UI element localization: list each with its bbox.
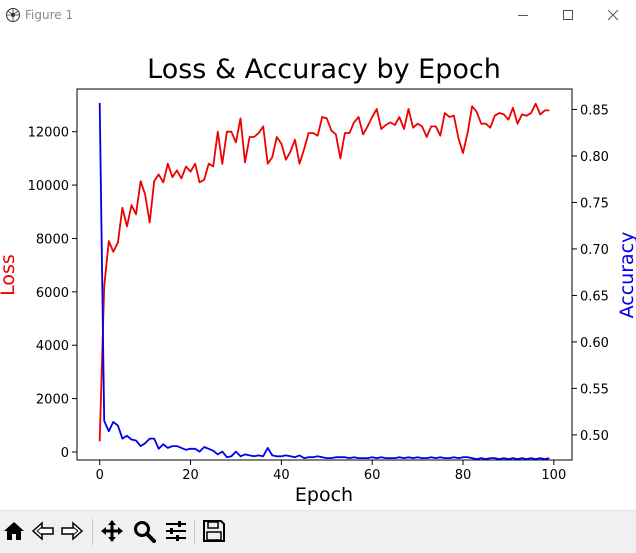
- maximize-icon: [563, 10, 573, 20]
- minimize-icon: [518, 15, 528, 16]
- x-axis-label: Epoch: [295, 484, 353, 506]
- y-left-tick-label: 8000: [36, 232, 69, 247]
- window-title: Figure 1: [25, 8, 74, 22]
- x-tick-label: 40: [273, 468, 290, 483]
- figure-canvas: Loss & Accuracy by Epoch 0 20 40 60 80 100 0 20…: [0, 30, 636, 510]
- accuracy-series-line: [98, 102, 550, 461]
- zoom-button[interactable]: [130, 517, 158, 545]
- x-tick-label: 60: [364, 468, 381, 483]
- chart-title: Loss & Accuracy by Epoch: [147, 54, 501, 85]
- loss-series-line: [98, 102, 550, 442]
- y-left-tick-label: 0: [61, 446, 69, 461]
- maximize-button[interactable]: [545, 0, 591, 30]
- y-axis-label-right: Accuracy: [616, 232, 636, 319]
- y-right-tick-label: 0.70: [580, 243, 609, 258]
- sliders-icon: [166, 521, 186, 541]
- y-left-tick-label: 12000: [28, 126, 69, 141]
- back-arrow-icon: [31, 521, 54, 541]
- y-right-tick-label: 0.50: [580, 429, 609, 444]
- toolbar-separator: [92, 519, 93, 545]
- close-icon: [607, 9, 619, 21]
- y-right-tick-label: 0.65: [580, 289, 609, 304]
- x-tick-label: 20: [182, 468, 199, 483]
- y-right-tick-label: 0.60: [580, 336, 609, 351]
- y-axis-label-left: Loss: [0, 254, 19, 296]
- y-left-tick-label: 6000: [36, 286, 69, 301]
- forward-arrow-icon: [61, 521, 84, 541]
- y-left-tick-label: 10000: [28, 179, 69, 194]
- minimize-button[interactable]: [500, 0, 546, 30]
- x-tick-label: 100: [541, 468, 566, 483]
- y-left-tick-label: 2000: [36, 393, 69, 408]
- navigation-toolbar: [0, 510, 636, 553]
- home-button[interactable]: [0, 517, 28, 545]
- save-button[interactable]: [200, 517, 228, 545]
- magnifier-icon: [134, 521, 156, 543]
- window-titlebar: Figure 1: [0, 0, 636, 30]
- y-left-tick-label: 4000: [36, 339, 69, 354]
- y-right-tick-label: 0.75: [580, 196, 609, 211]
- floppy-disk-icon: [203, 520, 225, 542]
- x-tick-label: 0: [96, 468, 104, 483]
- configure-subplots-button[interactable]: [162, 517, 190, 545]
- matplotlib-figure-icon: [6, 8, 20, 22]
- toolbar-separator: [194, 519, 195, 545]
- x-tick-label: 80: [455, 468, 472, 483]
- plot-area: [76, 88, 573, 461]
- y-right-tick-label: 0.80: [580, 150, 609, 165]
- y-right-tick-label: 0.55: [580, 382, 609, 397]
- dual-axis-line-chart: Loss & Accuracy by Epoch 0 20 40 60 80 100 0 20…: [0, 54, 636, 506]
- back-button[interactable]: [29, 517, 57, 545]
- move-arrows-icon: [101, 520, 123, 542]
- forward-button[interactable]: [58, 517, 86, 545]
- pan-button[interactable]: [98, 517, 126, 545]
- axes-layer: 0 20 40 60 80 100 0 2000 4000 6000 8000 10000 12000 0…: [28, 103, 609, 483]
- close-button[interactable]: [590, 0, 636, 30]
- y-right-tick-label: 0.85: [580, 103, 609, 118]
- lines-layer: [98, 102, 550, 461]
- home-icon: [4, 522, 24, 540]
